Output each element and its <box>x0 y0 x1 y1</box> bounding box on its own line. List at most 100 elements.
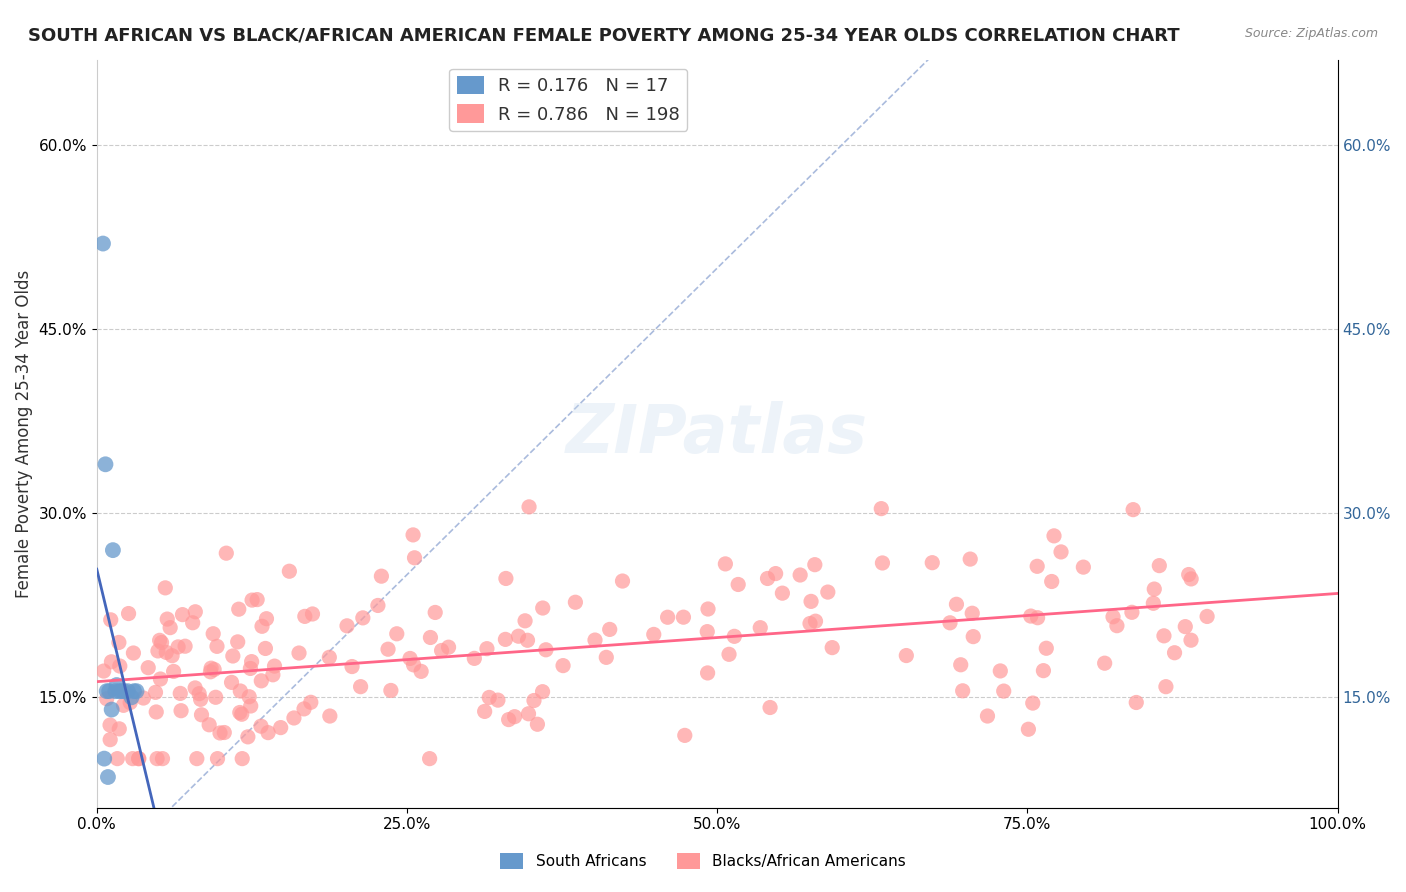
Blacks/African Americans <box>517 706 540 721</box>
Blacks/African Americans <box>643 627 665 641</box>
Blacks/African Americans <box>1026 611 1049 625</box>
Blacks/African Americans <box>162 665 184 679</box>
Blacks/African Americans <box>696 665 718 680</box>
Blacks/African Americans <box>804 614 827 628</box>
South Africans <box>93 751 115 765</box>
Blacks/African Americans <box>262 668 284 682</box>
Blacks/African Americans <box>870 501 893 516</box>
Blacks/African Americans <box>100 655 122 669</box>
Blacks/African Americans <box>411 665 433 679</box>
Blacks/African Americans <box>270 721 292 735</box>
Blacks/African Americans <box>960 607 983 621</box>
Blacks/African Americans <box>494 632 516 647</box>
Blacks/African Americans <box>508 629 530 643</box>
Blacks/African Americans <box>190 707 212 722</box>
Blacks/African Americans <box>146 751 169 765</box>
Blacks/African Americans <box>200 665 222 679</box>
Blacks/African Americans <box>463 651 485 665</box>
Blacks/African Americans <box>136 661 159 675</box>
Blacks/African Americans <box>184 605 207 619</box>
Blacks/African Americans <box>727 577 749 591</box>
Blacks/African Americans <box>765 566 787 581</box>
Blacks/African Americans <box>517 500 540 514</box>
Blacks/African Americans <box>98 718 121 732</box>
Blacks/African Americans <box>896 648 918 663</box>
Blacks/African Americans <box>531 684 554 698</box>
Blacks/African Americans <box>108 722 131 736</box>
Text: SOUTH AFRICAN VS BLACK/AFRICAN AMERICAN FEMALE POVERTY AMONG 25-34 YEAR OLDS COR: SOUTH AFRICAN VS BLACK/AFRICAN AMERICAN … <box>28 27 1180 45</box>
Blacks/African Americans <box>229 706 252 720</box>
Blacks/African Americans <box>145 685 167 699</box>
Blacks/African Americans <box>145 705 167 719</box>
Blacks/African Americans <box>198 718 221 732</box>
Blacks/African Americans <box>93 664 115 678</box>
Blacks/African Americans <box>128 751 150 765</box>
Blacks/African Americans <box>804 558 827 572</box>
Blacks/African Americans <box>294 609 316 624</box>
Blacks/African Americans <box>1102 609 1125 624</box>
Blacks/African Americans <box>231 707 253 722</box>
Blacks/African Americans <box>486 693 509 707</box>
Blacks/African Americans <box>534 642 557 657</box>
Blacks/African Americans <box>474 705 496 719</box>
Blacks/African Americans <box>146 644 169 658</box>
Blacks/African Americans <box>283 711 305 725</box>
Blacks/African Americans <box>872 556 894 570</box>
Blacks/African Americans <box>222 648 245 663</box>
Blacks/African Americans <box>821 640 844 655</box>
Blacks/African Americans <box>959 552 981 566</box>
Blacks/African Americans <box>121 751 143 765</box>
Blacks/African Americans <box>976 709 998 723</box>
Blacks/African Americans <box>696 624 718 639</box>
South Africans <box>108 684 131 698</box>
Blacks/African Americans <box>181 615 204 630</box>
South Africans <box>104 684 127 698</box>
Blacks/African Americans <box>156 612 179 626</box>
Blacks/African Americans <box>988 664 1011 678</box>
Blacks/African Americans <box>184 681 207 695</box>
South Africans <box>105 678 128 692</box>
Blacks/African Americans <box>425 606 447 620</box>
Blacks/African Americans <box>531 601 554 615</box>
Blacks/African Americans <box>1154 680 1177 694</box>
Blacks/African Americans <box>100 613 122 627</box>
South Africans <box>94 458 117 472</box>
Blacks/African Americans <box>159 621 181 635</box>
Blacks/African Americans <box>278 564 301 578</box>
Blacks/African Americans <box>370 569 392 583</box>
Blacks/African Americans <box>149 633 172 648</box>
Blacks/African Americans <box>98 732 121 747</box>
Blacks/African Americans <box>108 659 131 673</box>
Blacks/African Americans <box>1035 641 1057 656</box>
Blacks/African Americans <box>239 661 262 675</box>
Blacks/African Americans <box>993 684 1015 698</box>
Blacks/African Americans <box>246 592 269 607</box>
Blacks/African Americans <box>240 655 263 669</box>
Blacks/African Americans <box>160 648 183 663</box>
Blacks/African Americans <box>240 593 263 607</box>
Blacks/African Americans <box>336 619 359 633</box>
Blacks/African Americans <box>1026 559 1049 574</box>
Blacks/African Americans <box>367 599 389 613</box>
Blacks/African Americans <box>229 684 252 698</box>
South Africans <box>117 684 139 698</box>
Blacks/African Americans <box>236 730 259 744</box>
Blacks/African Americans <box>1153 629 1175 643</box>
Blacks/African Americans <box>150 635 173 649</box>
Blacks/African Americans <box>292 702 315 716</box>
Blacks/African Americans <box>250 673 273 688</box>
Blacks/African Americans <box>1032 664 1054 678</box>
South Africans <box>125 684 148 698</box>
Blacks/African Americans <box>250 719 273 733</box>
Blacks/African Americans <box>228 602 250 616</box>
South Africans <box>91 236 114 251</box>
Blacks/African Americans <box>399 651 422 665</box>
Blacks/African Americans <box>437 640 460 655</box>
Blacks/African Americans <box>205 640 228 654</box>
Legend: South Africans, Blacks/African Americans: South Africans, Blacks/African Americans <box>495 847 911 875</box>
Blacks/African Americans <box>949 657 972 672</box>
Blacks/African Americans <box>789 568 811 582</box>
Blacks/African Americans <box>256 612 278 626</box>
Blacks/African Americans <box>495 571 517 585</box>
Blacks/African Americans <box>697 602 720 616</box>
